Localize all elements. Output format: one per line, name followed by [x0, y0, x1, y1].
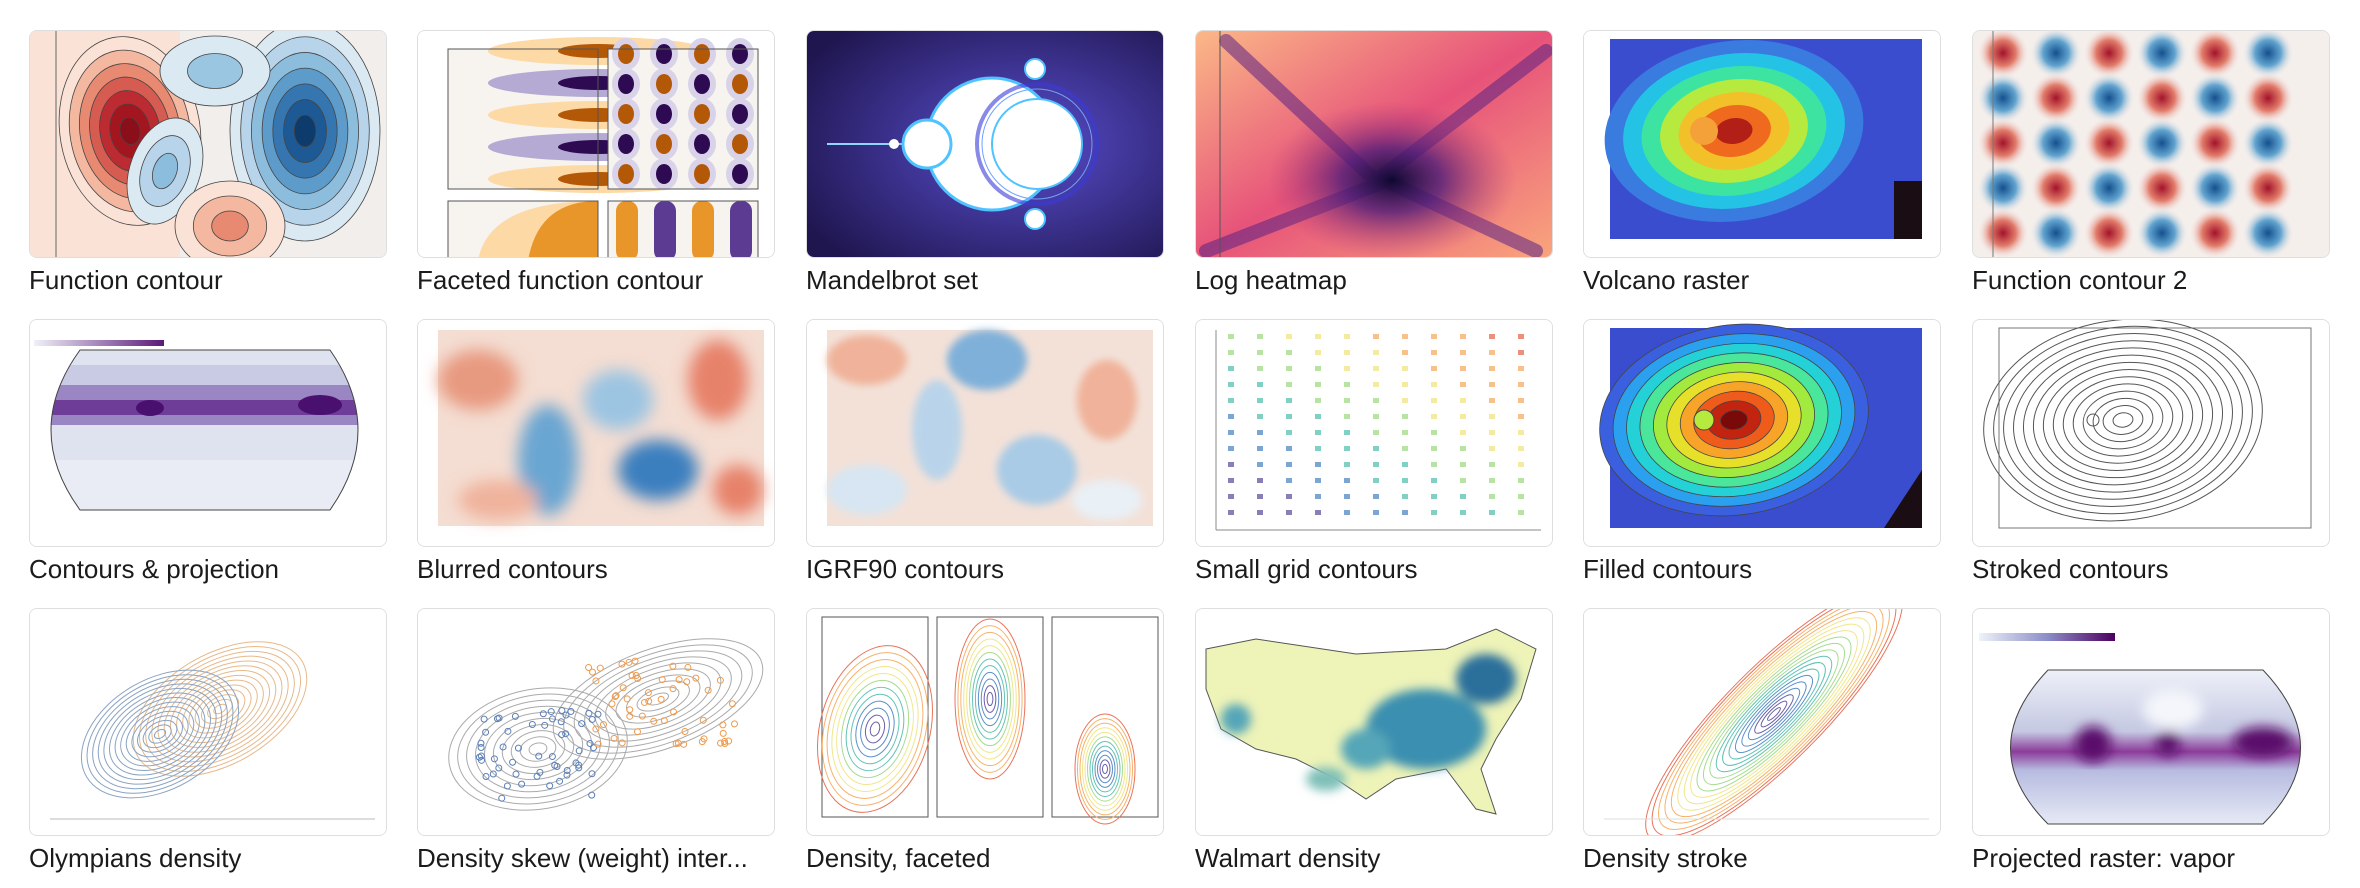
thumbnail-checker-contour[interactable]	[1972, 30, 2330, 258]
thumbnail-image	[1973, 609, 2329, 835]
card-title[interactable]: Stroked contours	[1972, 554, 2169, 584]
card-title[interactable]: Small grid contours	[1195, 554, 1418, 584]
thumbnail-density-skew[interactable]	[417, 608, 775, 836]
gallery-card-function-contour[interactable]: Function contour	[29, 30, 387, 296]
thumbnail-blurred-contours[interactable]	[417, 319, 775, 547]
thumbnail-image	[1973, 320, 2329, 546]
gallery-card-igrf-contours[interactable]: IGRF90 contours	[806, 319, 1164, 585]
gallery-card-density-stroke[interactable]: Density stroke	[1583, 608, 1941, 874]
thumbnail-projection-contours[interactable]	[29, 319, 387, 547]
card-title[interactable]: IGRF90 contours	[806, 554, 1004, 584]
thumbnail-density-faceted[interactable]	[806, 608, 1164, 836]
thumbnail-image	[418, 31, 774, 257]
thumbnail-filled-contours[interactable]	[1583, 319, 1941, 547]
thumbnail-volcano-raster[interactable]	[1583, 30, 1941, 258]
thumbnail-image	[1196, 31, 1552, 257]
thumbnail-image	[30, 31, 386, 257]
thumbnail-igrf-contours[interactable]	[806, 319, 1164, 547]
card-title[interactable]: Density stroke	[1583, 843, 1748, 873]
thumbnail-image	[1973, 31, 2329, 257]
thumbnail-olympians-density[interactable]	[29, 608, 387, 836]
thumbnail-small-grid[interactable]	[1195, 319, 1553, 547]
gallery-card-density-skew[interactable]: Density skew (weight) inter...	[417, 608, 775, 874]
thumbnail-image	[1584, 609, 1940, 835]
card-title[interactable]: Walmart density	[1195, 843, 1381, 873]
gallery-card-walmart-density[interactable]: Walmart density	[1195, 608, 1553, 874]
thumbnail-image	[30, 609, 386, 835]
thumbnail-faceted-contour[interactable]	[417, 30, 775, 258]
thumbnail-image	[418, 609, 774, 835]
gallery-card-checker-contour[interactable]: Function contour 2	[1972, 30, 2330, 296]
card-title[interactable]: Volcano raster	[1583, 265, 1750, 295]
thumbnail-log-heatmap[interactable]	[1195, 30, 1553, 258]
thumbnail-image	[1584, 31, 1940, 257]
card-title[interactable]: Density skew (weight) inter...	[417, 843, 748, 873]
gallery-card-olympians-density[interactable]: Olympians density	[29, 608, 387, 874]
gallery-card-stroked-contours[interactable]: Stroked contours	[1972, 319, 2330, 585]
thumbnail-image	[807, 31, 1163, 257]
thumbnail-image	[1196, 609, 1552, 835]
card-title[interactable]: Function contour	[29, 265, 223, 295]
thumbnail-image	[1584, 320, 1940, 546]
card-title[interactable]: Density, faceted	[806, 843, 991, 873]
gallery-card-mandelbrot[interactable]: Mandelbrot set	[806, 30, 1164, 296]
gallery-card-volcano-raster[interactable]: Volcano raster	[1583, 30, 1941, 296]
thumbnail-image	[807, 320, 1163, 546]
thumbnail-image	[807, 609, 1163, 835]
thumbnail-image	[1196, 320, 1552, 546]
thumbnail-image	[418, 320, 774, 546]
thumbnail-image	[30, 320, 386, 546]
thumbnail-stroked-contours[interactable]	[1972, 319, 2330, 547]
card-title[interactable]: Blurred contours	[417, 554, 608, 584]
thumbnail-mandelbrot[interactable]	[806, 30, 1164, 258]
thumbnail-density-stroke[interactable]	[1583, 608, 1941, 836]
gallery-card-blurred-contours[interactable]: Blurred contours	[417, 319, 775, 585]
card-title[interactable]: Projected raster: vapor	[1972, 843, 2236, 873]
gallery-card-projection-contours[interactable]: Contours & projection	[29, 319, 387, 585]
thumbnail-walmart-density[interactable]	[1195, 608, 1553, 836]
card-title[interactable]: Filled contours	[1583, 554, 1753, 584]
gallery-card-filled-contours[interactable]: Filled contours	[1583, 319, 1941, 585]
card-title[interactable]: Mandelbrot set	[806, 265, 978, 295]
card-title[interactable]: Faceted function contour	[417, 265, 704, 295]
thumbnail-function-contour[interactable]	[29, 30, 387, 258]
card-title[interactable]: Olympians density	[29, 843, 242, 873]
gallery-card-vapor-raster[interactable]: Projected raster: vapor	[1972, 608, 2330, 874]
card-title[interactable]: Function contour 2	[1972, 265, 2188, 295]
card-title[interactable]: Contours & projection	[29, 554, 280, 584]
gallery-card-faceted-contour[interactable]: Faceted function contour	[417, 30, 775, 296]
card-title[interactable]: Log heatmap	[1195, 265, 1347, 295]
thumbnail-vapor-raster[interactable]	[1972, 608, 2330, 836]
gallery-card-small-grid[interactable]: Small grid contours	[1195, 319, 1553, 585]
gallery-card-density-faceted[interactable]: Density, faceted	[806, 608, 1164, 874]
gallery-card-log-heatmap[interactable]: Log heatmap	[1195, 30, 1553, 296]
